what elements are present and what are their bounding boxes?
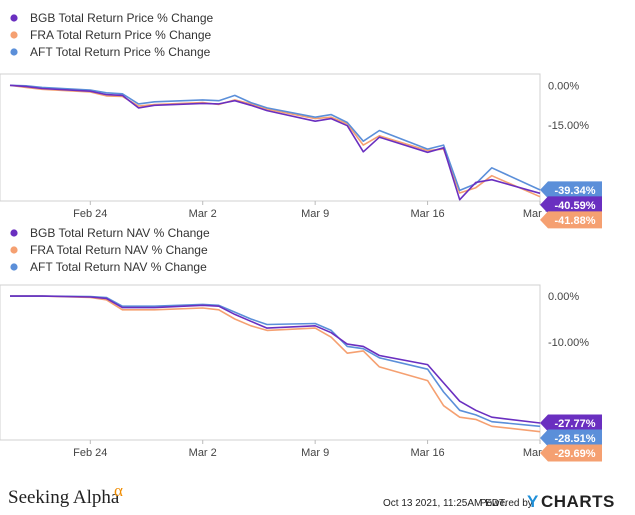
price-x-tick-label-2: Mar 9 bbox=[301, 208, 329, 220]
ycharts-logo: CHARTS bbox=[541, 492, 615, 511]
price-x-tick-label-3: Mar 16 bbox=[410, 208, 444, 220]
price-legend-marker-2 bbox=[10, 48, 18, 56]
nav-series-line-1 bbox=[10, 295, 541, 433]
price-x-tick-label-1: Mar 2 bbox=[189, 208, 217, 220]
nav-series-line-0 bbox=[10, 295, 541, 424]
seeking-alpha-logo: Seeking Alpha bbox=[8, 487, 120, 508]
price-legend-item-1: FRA Total Return Price % Change bbox=[30, 28, 212, 42]
nav-x-tick-label-1: Mar 2 bbox=[189, 447, 217, 459]
nav-plot-frame bbox=[0, 284, 541, 441]
nav-x-tick-label-2: Mar 9 bbox=[301, 447, 329, 459]
price-plot-frame bbox=[0, 73, 541, 202]
ycharts-logo-accent: Y bbox=[527, 492, 539, 511]
price-end-label-2: -39.34% bbox=[555, 185, 596, 197]
price-legend-marker-1 bbox=[10, 31, 18, 39]
price-end-flag-2 bbox=[540, 181, 602, 199]
nav-end-label-0: -27.77% bbox=[555, 418, 596, 430]
powered-by-label: Powered by bbox=[480, 498, 533, 509]
nav-end-flag-2 bbox=[540, 429, 602, 447]
price-legend-marker-0 bbox=[10, 14, 18, 22]
alpha-logo-symbol: α bbox=[114, 481, 123, 500]
nav-end-label-2: -28.51% bbox=[555, 433, 596, 445]
price-end-label-0: -40.59% bbox=[555, 200, 596, 212]
price-series-line-1 bbox=[9, 84, 541, 198]
nav-x-tick-label-3: Mar 16 bbox=[410, 447, 444, 459]
price-x-tick-label-0: Feb 24 bbox=[73, 208, 107, 220]
price-end-flag-0 bbox=[540, 196, 602, 214]
nav-end-flag-0 bbox=[540, 414, 602, 432]
price-legend-item-2: AFT Total Return Price % Change bbox=[30, 45, 211, 59]
footer: Seeking Alpha α Oct 13 2021, 11:25AM EDT… bbox=[8, 481, 615, 511]
price-series-line-0 bbox=[9, 84, 541, 201]
price-end-label-1: -41.88% bbox=[555, 215, 596, 227]
price-y-tick-label-1: -15.00% bbox=[548, 120, 589, 132]
nav-x-tick-label-0: Feb 24 bbox=[73, 447, 107, 459]
nav-legend-marker-1 bbox=[10, 246, 18, 254]
price-legend-item-0: BGB Total Return Price % Change bbox=[30, 11, 214, 25]
nav-legend-item-1: FRA Total Return NAV % Change bbox=[30, 243, 208, 257]
price-y-tick-label-0: 0.00% bbox=[548, 80, 579, 92]
nav-y-tick-label-1: -10.00% bbox=[548, 337, 589, 349]
price-end-flag-1 bbox=[540, 211, 602, 229]
price-chart: BGB Total Return Price % Change FRA Total… bbox=[0, 11, 602, 229]
nav-y-tick-label-0: 0.00% bbox=[548, 291, 579, 303]
nav-chart: BGB Total Return NAV % Change FRA Total R… bbox=[0, 226, 602, 462]
nav-legend-marker-0 bbox=[10, 229, 18, 237]
nav-legend-item-2: AFT Total Return NAV % Change bbox=[30, 260, 207, 274]
nav-end-label-1: -29.69% bbox=[555, 448, 596, 460]
nav-series-line-2 bbox=[10, 295, 541, 428]
price-series-line-2 bbox=[9, 84, 541, 192]
timestamp: Oct 13 2021, 11:25AM EDT. bbox=[383, 498, 507, 509]
nav-end-flag-1 bbox=[540, 444, 602, 462]
nav-legend-item-0: BGB Total Return NAV % Change bbox=[30, 226, 210, 240]
nav-legend-marker-2 bbox=[10, 263, 18, 271]
